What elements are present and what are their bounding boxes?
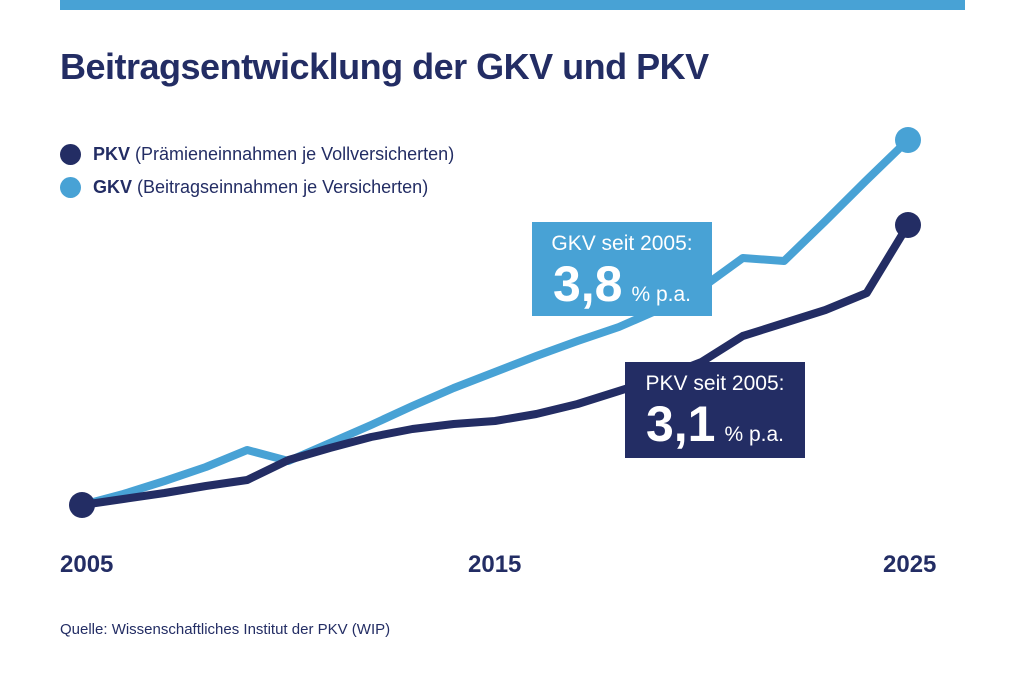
legend-item-pkv: PKV (Prämieneinnahmen je Vollversicherte…: [60, 142, 454, 166]
source-note: Quelle: Wissenschaftliches Institut der …: [60, 621, 391, 638]
x-axis-tick-2025: 2025: [883, 551, 937, 578]
gkv-annotation-label: GKV seit 2005:: [551, 232, 693, 255]
page-title: Beitragsentwicklung der GKV und PKV: [60, 46, 709, 87]
gkv-annotation-box: GKV seit 2005: 3,8 % p.a.: [532, 222, 712, 316]
pkv-dot-icon: [60, 143, 81, 165]
legend-item-gkv: GKV (Beitragseinnahmen je Versicherten): [60, 175, 454, 199]
gkv-dot-icon: [60, 176, 81, 198]
pkv-annotation-value: 3,1: [645, 396, 716, 453]
legend-label-gkv: GKV (Beitragseinnahmen je Versicherten): [93, 177, 428, 198]
legend-label-pkv: PKV (Prämieneinnahmen je Vollversicherte…: [93, 144, 454, 165]
legend-label-pkv-abbr: PKV: [93, 143, 131, 164]
top-accent-bar: [60, 0, 965, 10]
legend-label-gkv-abbr: GKV: [93, 176, 133, 197]
legend: PKV (Prämieneinnahmen je Vollversicherte…: [60, 142, 454, 199]
x-axis-tick-2015: 2015: [468, 551, 522, 578]
legend-label-gkv-desc: (Beitragseinnahmen je Versicherten): [137, 176, 429, 197]
gkv-annotation-valuerow: 3,8 % p.a.: [532, 259, 712, 309]
pkv-annotation-unit: % p.a.: [724, 423, 785, 447]
pkv-annotation-label: PKV seit 2005:: [645, 372, 785, 395]
gkv-annotation-unit: % p.a.: [631, 283, 692, 307]
x-axis-tick-2005: 2005: [60, 551, 114, 578]
pkv-annotation-box: PKV seit 2005: 3,1 % p.a.: [625, 362, 805, 458]
pkv-annotation-valuerow: 3,1 % p.a.: [625, 399, 805, 449]
gkv-annotation-value: 3,8: [552, 256, 623, 313]
legend-label-pkv-desc: (Prämieneinnahmen je Vollversicherten): [135, 143, 455, 164]
